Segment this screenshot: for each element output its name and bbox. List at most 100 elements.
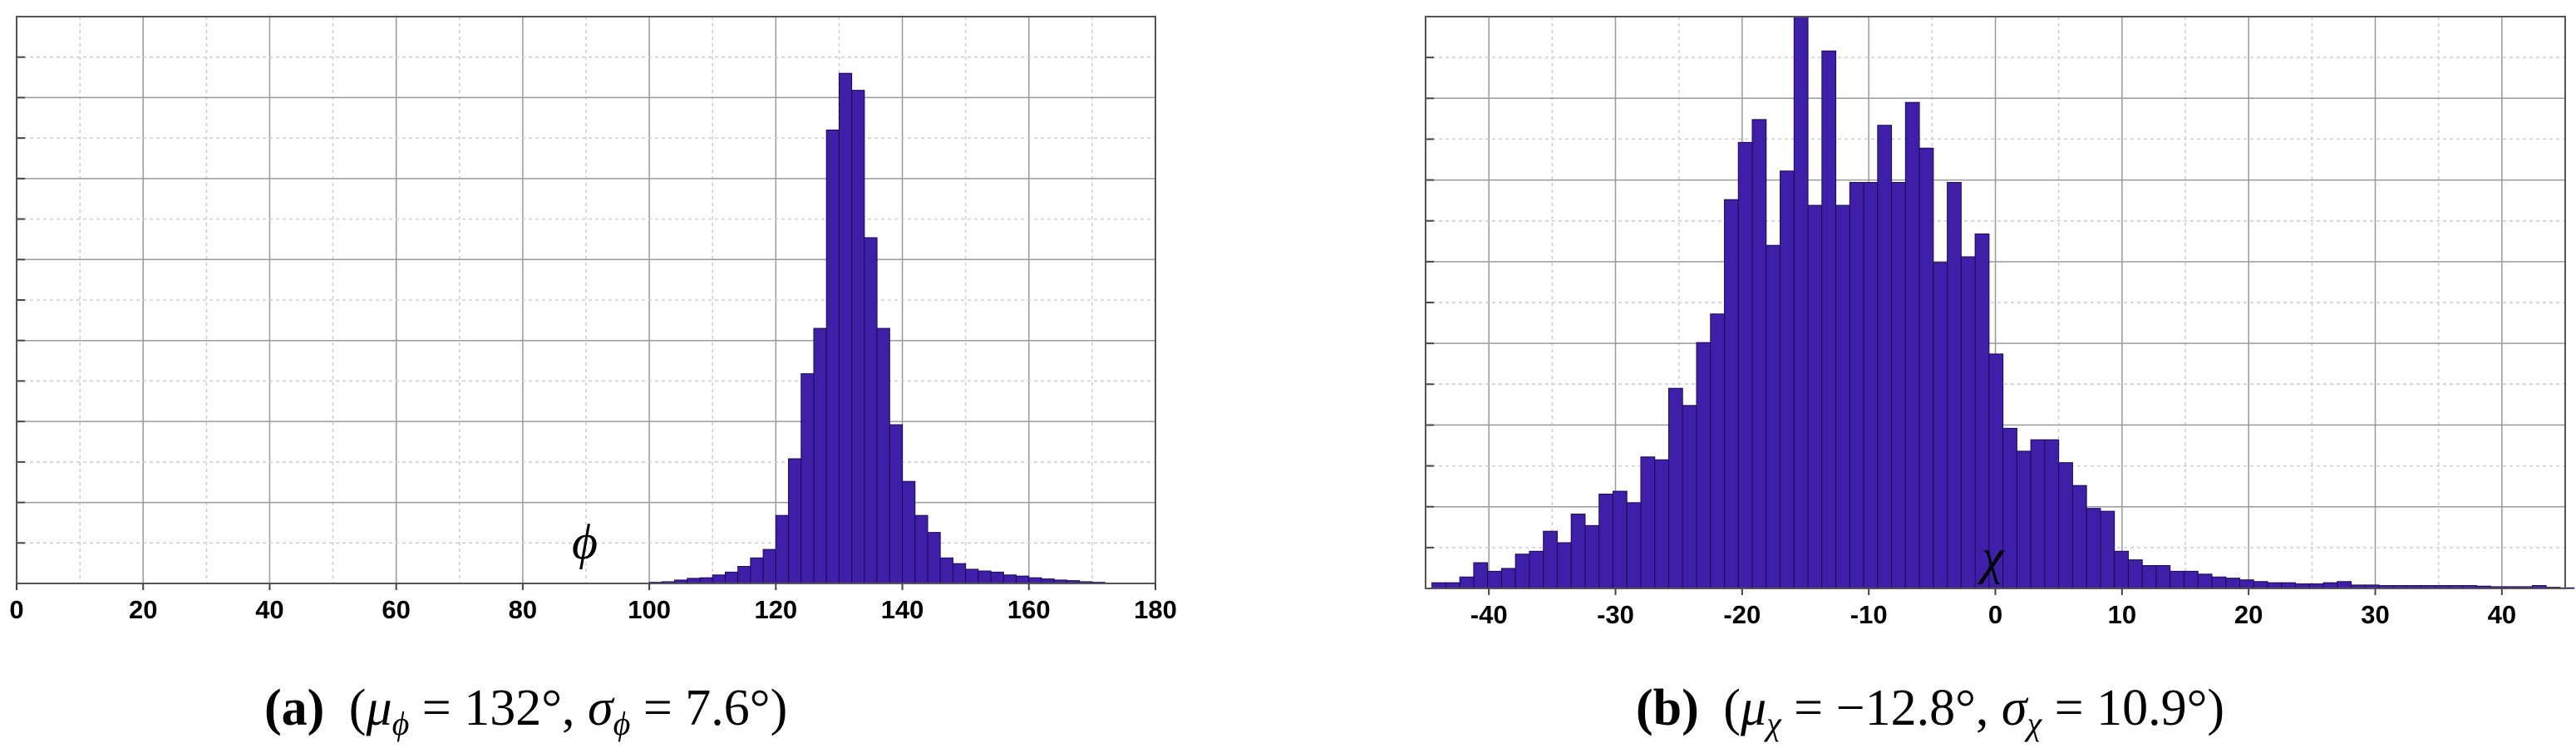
histogram-bar-chi	[1918, 147, 1934, 589]
x-tick-label-chi: 0	[1988, 600, 2002, 629]
histogram-bar-chi	[1766, 244, 1781, 589]
histogram-bar-chi	[1640, 456, 1656, 589]
axis-symbol-phi: ϕ	[572, 514, 598, 569]
histogram-bar-chi	[2211, 576, 2227, 589]
histogram-bar-chi	[2100, 510, 2115, 589]
x-tick-label-chi: 40	[2488, 600, 2516, 629]
bars-phi	[648, 72, 1106, 584]
sigma-subscript-chi: χ	[2023, 705, 2042, 742]
histogram-bar-chi	[1849, 182, 1864, 589]
histogram-bar-chi	[2183, 570, 2199, 589]
histogram-bar-chi	[1584, 524, 1600, 589]
axis-symbol-chi: χ	[1978, 529, 2005, 584]
histogram-bar-chi	[1696, 342, 1712, 589]
histogram-bar-chi	[2030, 439, 2046, 589]
histogram-bar-phi	[1002, 574, 1017, 584]
histogram-bar-phi	[876, 327, 890, 584]
x-tick-label-phi: 80	[509, 595, 537, 624]
x-tick-label-chi: 30	[2361, 600, 2389, 629]
histogram-bar-phi	[1028, 577, 1042, 584]
histogram-bar-chi	[1904, 101, 1920, 589]
histogram-bar-chi	[1459, 576, 1475, 589]
histogram-bar-chi	[1487, 570, 1502, 589]
histogram-bar-chi	[1835, 204, 1850, 589]
histogram-bar-chi	[2002, 427, 2017, 589]
histogram-bar-phi	[978, 570, 992, 584]
histogram-bar-phi	[813, 327, 827, 584]
histogram-bar-phi	[762, 549, 776, 584]
histogram-bar-phi	[914, 514, 928, 584]
histogram-bar-chi	[1473, 562, 1489, 589]
histogram-bar-chi	[2239, 579, 2254, 589]
histogram-bar-phi	[737, 566, 751, 584]
histogram-bar-chi	[1431, 582, 1446, 589]
histogram-bar-chi	[1543, 530, 1558, 589]
histogram-bar-chi	[2170, 570, 2184, 589]
histogram-bar-phi	[990, 571, 1004, 584]
histogram-bar-phi	[699, 577, 713, 584]
histogram-bar-chi	[2267, 582, 2283, 589]
histogram-bar-phi	[750, 557, 764, 584]
histogram-bar-phi	[724, 571, 739, 584]
histogram-bar-chi	[2016, 450, 2032, 589]
histogram-bar-chi	[2127, 559, 2143, 589]
histogram-bar-chi	[1515, 554, 1530, 589]
histogram-bar-chi	[2141, 564, 2157, 589]
histogram-bar-chi	[1877, 125, 1893, 589]
x-tick-label-phi: 20	[129, 595, 157, 624]
histogram-bar-chi	[2197, 573, 2213, 589]
histogram-bar-chi	[2281, 582, 2297, 589]
histogram-bar-chi	[1807, 204, 1823, 589]
x-tick-label-chi: -10	[1850, 600, 1888, 629]
histogram-bar-chi	[1529, 550, 1544, 589]
histogram-bar-chi	[1821, 50, 1837, 589]
histogram-bar-phi	[889, 424, 904, 584]
histogram-bar-phi	[952, 563, 967, 584]
x-tick-label-phi: 60	[382, 595, 410, 624]
mu-subscript-phi: ϕ	[392, 705, 410, 742]
histogram-bar-chi	[1947, 182, 1962, 589]
x-tick-label-phi: 120	[754, 595, 797, 624]
histogram-bar-phi	[902, 480, 916, 584]
panel-label-b: (b)	[1636, 680, 1699, 736]
bars-chi	[1431, 16, 2575, 589]
histogram-bar-chi	[2071, 485, 2087, 589]
histogram-bar-chi	[1863, 182, 1879, 589]
histogram-bar-phi	[800, 373, 815, 584]
x-tick-label-chi: 20	[2234, 600, 2263, 629]
histogram-bar-chi	[2044, 439, 2060, 589]
histogram-bar-phi	[851, 90, 865, 584]
x-tick-label-phi: 160	[1007, 595, 1051, 624]
caption-chi: (b) (μχ = −12.8°, σχ = 10.9°)	[1636, 680, 2224, 742]
histogram-bar-chi	[1933, 262, 1948, 589]
x-tick-label-chi: 10	[2108, 600, 2136, 629]
histogram-bar-chi	[1500, 568, 1516, 589]
histogram-bar-chi	[1751, 119, 1767, 589]
x-tick-label-phi: 100	[628, 595, 671, 624]
histogram-bar-chi	[2322, 582, 2338, 589]
panel-label-a: (a)	[264, 680, 324, 736]
histogram-bar-chi	[1724, 199, 1739, 589]
histogram-bar-chi	[1960, 256, 1976, 589]
histogram-bar-chi	[1556, 542, 1572, 589]
sigma-value-phi: 7.6°	[685, 680, 770, 736]
histogram-bar-phi	[939, 557, 953, 584]
histogram-bar-chi	[1445, 582, 1460, 589]
histogram-bar-chi	[2058, 462, 2073, 589]
x-tick-label-phi: 0	[9, 595, 23, 624]
histogram-bar-chi	[2337, 581, 2352, 589]
histogram-bar-chi	[2225, 578, 2241, 589]
histogram-bar-phi	[965, 568, 979, 584]
histogram-bar-phi	[864, 237, 878, 584]
histogram-bar-phi	[927, 532, 941, 584]
histogram-bar-chi	[1793, 16, 1809, 589]
histogram-bar-phi	[788, 458, 802, 584]
sigma-subscript-phi: ϕ	[613, 705, 631, 742]
histogram-bar-phi	[825, 129, 840, 584]
x-tick-label-chi: -30	[1597, 600, 1634, 629]
histogram-bar-chi	[2114, 550, 2129, 589]
x-tick-label-chi: -20	[1723, 600, 1761, 629]
x-tick-label-chi: -40	[1470, 600, 1508, 629]
